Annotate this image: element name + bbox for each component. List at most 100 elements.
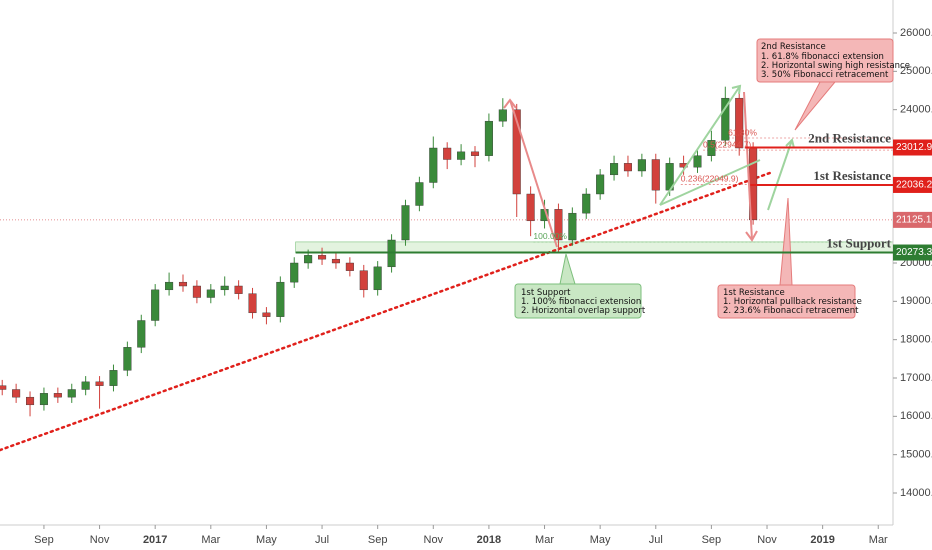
y-tick-label: 14000.0: [900, 487, 932, 499]
candle-body: [290, 262, 299, 283]
candle-body: [345, 262, 354, 271]
plot-layer: [0, 86, 894, 452]
y-tick-label: 19000.0: [900, 295, 932, 307]
x-tick-label: 2017: [143, 534, 167, 546]
candle-body: [651, 159, 660, 191]
current-price-box: [893, 211, 932, 228]
candle-body: [470, 151, 480, 156]
y-tick-label: 25000.0: [900, 65, 932, 77]
candle-body: [596, 174, 605, 195]
candle-body: [735, 97, 744, 149]
candle-body: [276, 281, 285, 317]
candle-body: [81, 381, 90, 390]
note-line: 2. Horizontal swing high resistance: [761, 61, 910, 71]
note-line: 1. Horizontal pullback resistance: [723, 297, 862, 307]
y-tick-label: 17000.0: [900, 372, 932, 384]
candle-body: [512, 109, 521, 195]
y-tick-label: 18000.0: [900, 334, 932, 346]
candle-body: [192, 285, 201, 298]
candle-body: [178, 281, 188, 287]
note-line: 2nd Resistance: [761, 42, 826, 52]
candle-body: [53, 393, 62, 398]
x-tick-label: Nov: [757, 534, 777, 546]
fib-label: 0.236(22049.9): [681, 174, 739, 184]
candle-body: [623, 163, 632, 172]
x-tick-label: Mar: [201, 534, 220, 546]
x-tick-label: Jul: [315, 534, 329, 546]
candle-body: [707, 140, 716, 156]
candle-body: [123, 347, 132, 371]
x-tick-label: Nov: [424, 534, 444, 546]
candle-body: [484, 120, 493, 156]
x-tick-label: May: [590, 534, 611, 546]
x-tick-label: Mar: [535, 534, 554, 546]
candle-body: [526, 193, 535, 222]
level-price-box: [893, 176, 932, 193]
candle-body: [401, 205, 410, 241]
candle-body: [262, 312, 271, 317]
note-line: 2. Horizontal overlap support: [521, 306, 646, 316]
y-tick-label: 26000.0: [900, 27, 932, 39]
candle-body: [582, 193, 591, 214]
candle-body: [137, 320, 146, 348]
current-price: 21125.1: [896, 215, 932, 226]
note-2nd-resistance: [756, 38, 894, 131]
level-price: 22036.2: [896, 180, 932, 191]
x-tick-label: Sep: [368, 534, 388, 546]
candle-body: [498, 109, 507, 122]
candle-body: [318, 255, 327, 260]
note-line: 1st Support: [521, 288, 571, 298]
candle-body: [359, 270, 368, 291]
note-1st-support: [514, 253, 642, 319]
candle-body: [554, 209, 563, 241]
candle-body: [26, 396, 35, 406]
support-zone: [295, 241, 894, 253]
level-price: 23012.9: [896, 142, 932, 153]
x-tick-label: Jul: [649, 534, 663, 546]
candle-body: [721, 97, 730, 141]
level-name: 2nd Resistance: [808, 130, 891, 145]
candle-body: [151, 289, 160, 321]
candle-body: [206, 289, 215, 298]
candle-body: [39, 393, 48, 406]
candle-body: [165, 281, 174, 291]
fib-label: 61.80%: [728, 127, 757, 137]
x-tick-label: Mar: [869, 534, 888, 546]
candle-body: [457, 151, 466, 160]
candle-body: [331, 258, 340, 264]
x-tick-label: Sep: [702, 534, 722, 546]
level-name: 1st Support: [826, 236, 891, 251]
candle-body: [67, 389, 76, 398]
note-line: 1st Resistance: [723, 288, 785, 298]
y-tick-label: 16000.0: [900, 410, 932, 422]
level-price: 20273.3: [896, 247, 932, 258]
candle-body: [234, 285, 243, 294]
candle-body: [429, 147, 438, 183]
trendline: [0, 170, 774, 452]
note-line: 1. 100% fibonacci extension: [521, 297, 641, 307]
candle-body: [220, 285, 229, 291]
x-tick-label: May: [256, 534, 277, 546]
candle-body: [415, 182, 424, 206]
candle-body: [610, 163, 619, 176]
level-price-box: [893, 139, 932, 156]
candle-body: [443, 147, 452, 160]
note-line: 2. 23.6% Fibonacci retracement: [723, 306, 859, 316]
candle-body: [109, 370, 118, 386]
note-line: 1. 61.8% fibonacci extension: [761, 52, 884, 62]
annotations: 2nd Resistance 1. 61.8% fibonacci extens…: [0, 0, 910, 526]
candle-body: [0, 385, 7, 390]
candle-body: [373, 266, 382, 291]
arrows-green: [659, 84, 795, 211]
candle-body: [637, 159, 646, 172]
fib-label: 0.5(22944.7): [703, 139, 751, 149]
candle-body: [304, 255, 313, 264]
x-tick-label: 2019: [810, 534, 834, 546]
level-name: 1st Resistance: [813, 168, 891, 183]
x-tick-label: Sep: [34, 534, 54, 546]
note-1st-resistance: [717, 197, 856, 319]
y-tick-label: 15000.0: [900, 449, 932, 461]
candle-body: [248, 293, 257, 314]
candle-body: [12, 389, 21, 398]
